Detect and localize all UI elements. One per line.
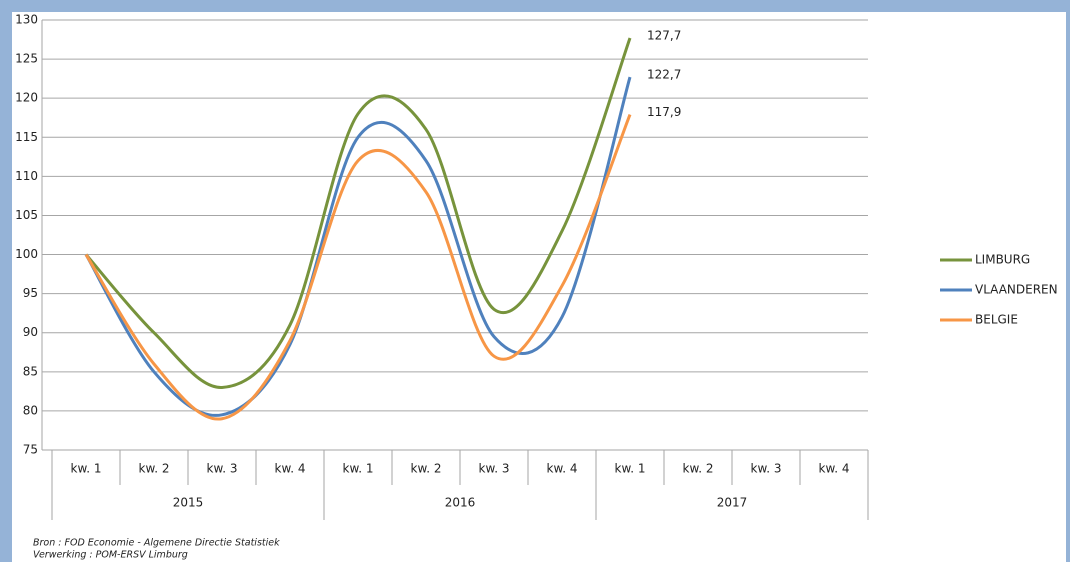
- data-label: 117,9: [647, 105, 681, 119]
- y-tick-label: 75: [23, 443, 38, 457]
- x-tick-label: kw. 3: [479, 462, 510, 476]
- legend-label: BELGIE: [975, 313, 1018, 327]
- x-tick-label: kw. 1: [71, 462, 102, 476]
- x-tick-label: kw. 1: [343, 462, 374, 476]
- data-label: 127,7: [647, 28, 681, 42]
- x-tick-label: kw. 1: [615, 462, 646, 476]
- group-label: 2016: [445, 496, 476, 510]
- y-tick-label: 80: [23, 403, 38, 417]
- x-tick-label: kw. 4: [275, 462, 306, 476]
- y-tick-label: 90: [23, 325, 38, 339]
- x-tick-label: kw. 2: [411, 462, 442, 476]
- line-series: [84, 114, 632, 421]
- legend-label: VLAANDEREN: [975, 283, 1058, 297]
- x-tick-label: kw. 3: [751, 462, 782, 476]
- y-tick-label: 130: [15, 13, 38, 27]
- group-label: 2015: [173, 496, 204, 510]
- x-tick-label: kw. 2: [139, 462, 170, 476]
- y-tick-label: 100: [15, 247, 38, 261]
- x-tick-label: kw. 4: [819, 462, 850, 476]
- legend-label: LIMBURG: [975, 253, 1030, 267]
- y-tick-label: 95: [23, 286, 38, 300]
- group-label: 2017: [717, 496, 748, 510]
- data-label: 122,7: [647, 68, 681, 82]
- y-tick-label: 105: [15, 208, 38, 222]
- y-tick-label: 120: [15, 91, 38, 105]
- line-series: [84, 37, 632, 389]
- y-tick-label: 85: [23, 364, 38, 378]
- x-tick-label: kw. 4: [547, 462, 578, 476]
- chart-area: [12, 12, 1066, 562]
- line-series: [84, 76, 632, 417]
- y-tick-label: 115: [15, 130, 38, 144]
- note: Bron : FOD Economie - Algemene Directie …: [33, 538, 280, 549]
- y-tick-label: 110: [15, 169, 38, 183]
- x-tick-label: kw. 2: [683, 462, 714, 476]
- y-tick-label: 125: [15, 52, 38, 66]
- note: Verwerking : POM-ERSV Limburg: [33, 550, 188, 561]
- x-tick-label: kw. 3: [207, 462, 238, 476]
